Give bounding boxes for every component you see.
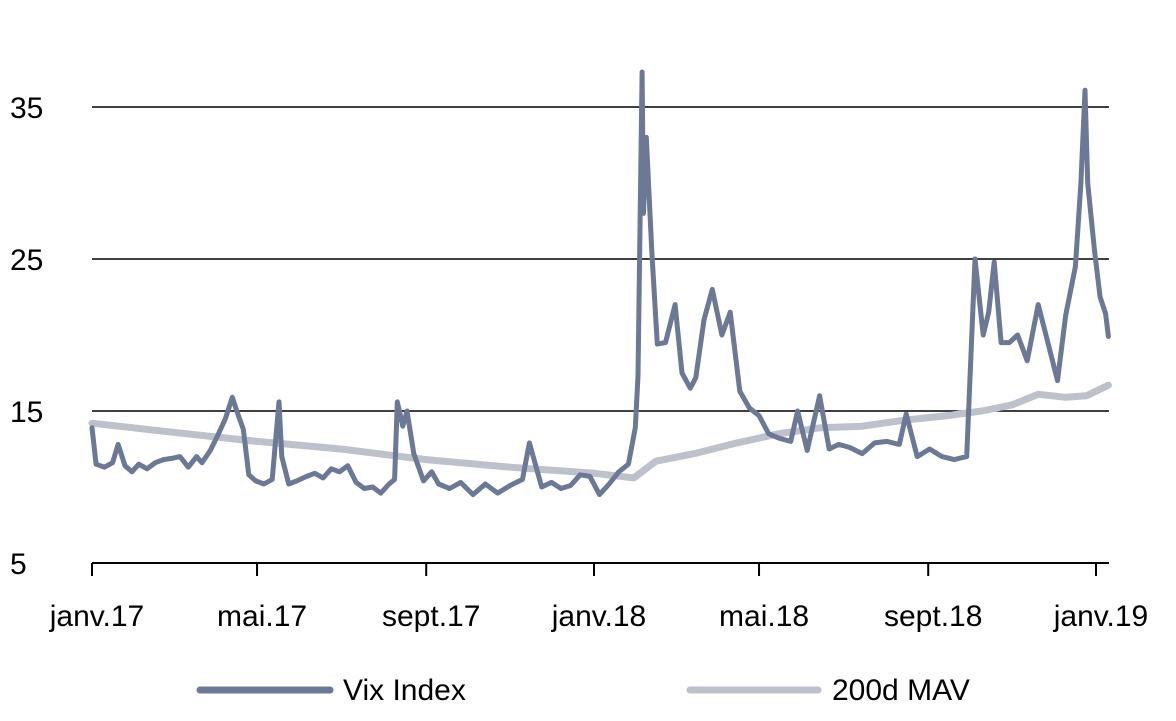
x-tick-label-1: mai.17 [217,600,307,633]
x-tick-label-2: sept.17 [382,600,480,633]
x-axis: janv.17 mai.17 sept.17 janv.18 mai.18 sept.18… [49,562,1149,633]
x-tick-label-5: sept.18 [884,600,982,633]
y-tick-label-15: 15 [10,396,43,429]
series-line-200d-mav [88,381,1112,482]
x-tick-label-6: janv.19 [1053,600,1149,633]
x-tick-label-4: mai.18 [719,600,809,633]
legend: Vix Index 200d MAV [196,674,970,707]
x-tick-label-3: janv.18 [551,600,647,633]
legend-label-1: 200d MAV [832,674,970,707]
gridlines [92,106,1109,412]
y-tick-label-5: 5 [10,548,27,581]
series-line-vix-index [89,69,1111,498]
x-tick-label-0: janv.17 [49,600,145,633]
series-lines [88,69,1112,498]
y-tick-label-35: 35 [10,92,43,125]
legend-label-0: Vix Index [343,674,466,707]
y-tick-label-25: 25 [10,244,43,277]
y-axis-tick-labels: 5 15 25 35 [10,92,43,581]
